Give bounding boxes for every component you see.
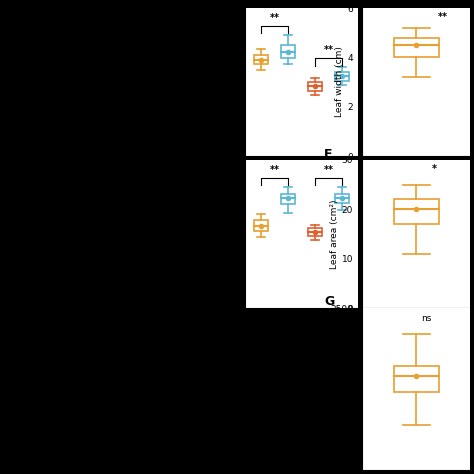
FancyBboxPatch shape [393, 200, 438, 224]
Text: E: E [324, 148, 333, 161]
FancyBboxPatch shape [393, 37, 438, 57]
FancyBboxPatch shape [282, 194, 295, 204]
Text: *: * [432, 164, 437, 174]
Text: **: ** [270, 165, 280, 175]
FancyBboxPatch shape [282, 45, 295, 58]
FancyBboxPatch shape [255, 55, 268, 64]
Y-axis label: Leaf cell size (μm²): Leaf cell size (μm²) [318, 346, 327, 432]
Text: C: C [324, 0, 333, 9]
Text: **: ** [270, 13, 280, 23]
Text: D: D [205, 148, 216, 161]
FancyBboxPatch shape [335, 194, 348, 202]
Text: **: ** [323, 46, 333, 55]
FancyBboxPatch shape [255, 220, 268, 231]
Y-axis label: Leaf length (cm): Leaf length (cm) [213, 45, 222, 119]
Text: **: ** [323, 165, 333, 175]
Y-axis label: Leaf length/width: Leaf length/width [210, 194, 219, 273]
Y-axis label: Leaf width (cm): Leaf width (cm) [336, 46, 345, 118]
Y-axis label: Leaf area (cm²): Leaf area (cm²) [330, 199, 339, 269]
FancyBboxPatch shape [335, 72, 348, 81]
Text: B: B [205, 0, 215, 9]
Text: **: ** [438, 12, 447, 22]
Text: G: G [324, 295, 335, 308]
FancyBboxPatch shape [308, 228, 322, 236]
FancyBboxPatch shape [393, 366, 438, 392]
FancyBboxPatch shape [308, 82, 322, 91]
Text: ns: ns [421, 314, 432, 323]
